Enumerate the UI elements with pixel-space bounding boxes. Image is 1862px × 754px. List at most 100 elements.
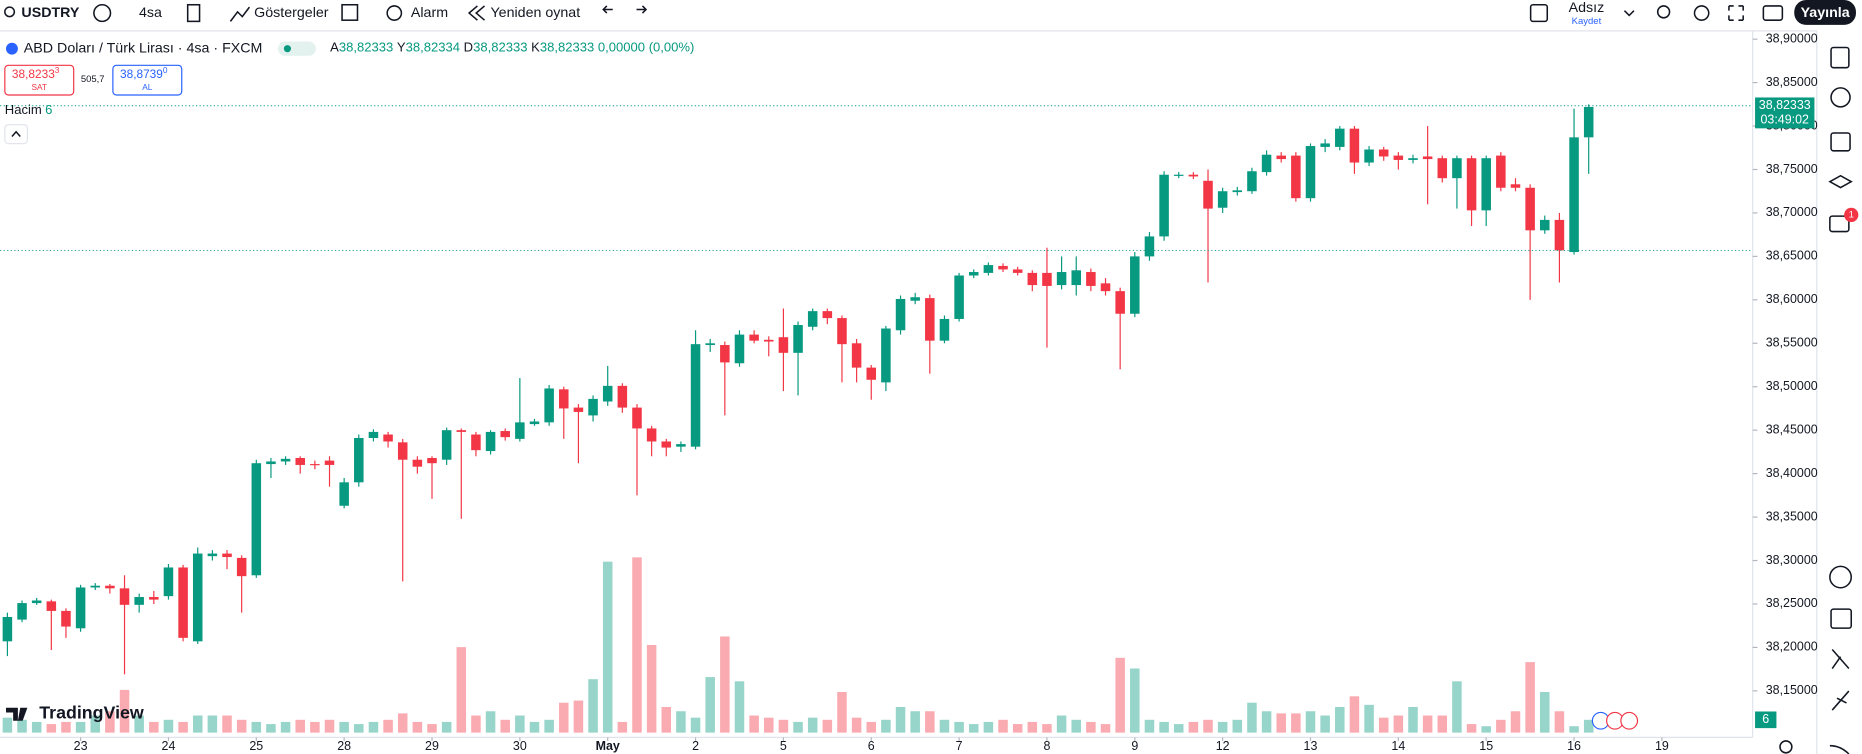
- buy-label[interactable]: AL: [142, 82, 153, 92]
- candle-body: [968, 272, 979, 276]
- candle-body: [705, 343, 715, 346]
- x-tick-label: 19: [1655, 739, 1669, 753]
- snapshot[interactable]: [1762, 5, 1784, 21]
- candle-body: [119, 588, 130, 605]
- undo[interactable]: [602, 5, 613, 14]
- volume-bar: [1115, 657, 1125, 733]
- layouts[interactable]: [341, 3, 359, 21]
- alarm[interactable]: Alarm: [411, 5, 448, 21]
- save[interactable]: Kaydet: [1572, 16, 1602, 27]
- x-tick-label: 5: [780, 739, 787, 753]
- alerts[interactable]: [1830, 87, 1851, 108]
- sell-price[interactable]: 38,82333: [12, 65, 60, 81]
- sell-price-main: 38,8233: [12, 67, 55, 81]
- volume-bar: [1042, 724, 1052, 733]
- candle-body: [1466, 158, 1477, 211]
- x-tick-label: 7: [956, 739, 963, 753]
- sell-button[interactable]: [4, 64, 75, 96]
- calendar[interactable]: [1830, 608, 1853, 629]
- alarm-icon[interactable]: [386, 5, 403, 21]
- volume-bar: [310, 721, 320, 733]
- performance[interactable]: [1829, 565, 1853, 589]
- volume-bar: [17, 719, 27, 733]
- candle-body: [764, 339, 774, 342]
- y-tick-label: 38,70000: [1766, 205, 1818, 219]
- indicators-icon[interactable]: [229, 6, 251, 22]
- status-pill[interactable]: [277, 41, 316, 56]
- buy-price[interactable]: 38,87390: [120, 65, 168, 81]
- chats[interactable]: [1829, 215, 1850, 233]
- tools[interactable]: [1831, 690, 1850, 711]
- candle-body: [544, 388, 554, 423]
- quick-search[interactable]: [1656, 5, 1671, 19]
- object-tree[interactable]: [1830, 132, 1851, 152]
- buy-price-main: 38,8739: [120, 67, 163, 81]
- candle-body: [1188, 174, 1199, 177]
- collapse-button[interactable]: [4, 124, 28, 145]
- candle-body: [236, 557, 247, 577]
- publish-button[interactable]: [1794, 0, 1856, 25]
- sell-label[interactable]: SAT: [31, 82, 47, 92]
- replay-icon[interactable]: [467, 5, 486, 21]
- candle-body: [1012, 269, 1023, 273]
- volume-bar: [1496, 719, 1506, 733]
- volume-bar: [1012, 724, 1023, 733]
- layout-name[interactable]: Adsız: [1569, 0, 1605, 16]
- volume-bar: [397, 713, 408, 733]
- volume-bar: [485, 711, 496, 733]
- event-flag[interactable]: [1620, 711, 1639, 730]
- add-symbol[interactable]: [93, 3, 112, 23]
- volume-bar: [1086, 721, 1096, 733]
- candle-body: [1437, 158, 1448, 179]
- replay[interactable]: Yeniden oynat: [490, 5, 580, 21]
- candle-body: [412, 459, 423, 467]
- volume-bar: [910, 711, 920, 733]
- redo[interactable]: [636, 5, 648, 14]
- collapse-icon: [11, 130, 21, 138]
- volume-bar: [881, 719, 891, 733]
- y-tick-label: 38,15000: [1766, 683, 1818, 697]
- candle-body: [324, 460, 335, 465]
- volume-bar: [1378, 717, 1389, 733]
- settings[interactable]: [1693, 5, 1710, 21]
- fullscreen[interactable]: [1728, 5, 1744, 21]
- volume-bar: [1247, 702, 1257, 733]
- axis-settings[interactable]: [1779, 740, 1793, 754]
- search-icon[interactable]: [4, 6, 16, 18]
- buy-button[interactable]: [112, 64, 183, 96]
- layout-menu[interactable]: [1623, 10, 1635, 17]
- candle-body: [1159, 174, 1169, 237]
- chart-type[interactable]: [186, 3, 201, 23]
- candle-body: [178, 567, 188, 638]
- chart-title: ABD Doları / Türk Lirası · 4sa · FXCM: [24, 40, 263, 56]
- candle-body: [295, 457, 305, 465]
- candle-body: [1027, 272, 1038, 286]
- layout-icon[interactable]: [1529, 3, 1549, 23]
- candle-body: [1144, 236, 1155, 257]
- volume-bar: [983, 721, 994, 733]
- layers[interactable]: [1828, 174, 1853, 189]
- symbol[interactable]: USDTRY: [21, 5, 79, 21]
- candle-body: [793, 325, 803, 353]
- volume-bar: [1056, 715, 1067, 733]
- volume-bar: [324, 719, 335, 733]
- volume-bar: [954, 721, 964, 733]
- volume-bar: [46, 724, 57, 733]
- volume-bar: [105, 711, 115, 733]
- volume-bar: [1335, 706, 1345, 733]
- volume-bar: [1554, 711, 1565, 733]
- candle-body: [1232, 190, 1243, 193]
- candle-body: [1408, 158, 1418, 160]
- watchlist[interactable]: [1830, 46, 1850, 69]
- event-flags: [1591, 711, 1639, 730]
- interval[interactable]: 4sa: [139, 5, 162, 21]
- volume-bar: [749, 715, 759, 733]
- candle-body: [1364, 149, 1374, 163]
- volume-bar: [632, 557, 642, 733]
- publish[interactable]: Yayınla: [1801, 5, 1850, 21]
- ideas[interactable]: [1831, 649, 1850, 670]
- indicators[interactable]: Göstergeler: [254, 5, 329, 21]
- more[interactable]: [1829, 744, 1850, 754]
- volume-bar: [1583, 719, 1594, 733]
- market-open-dot: [283, 45, 291, 53]
